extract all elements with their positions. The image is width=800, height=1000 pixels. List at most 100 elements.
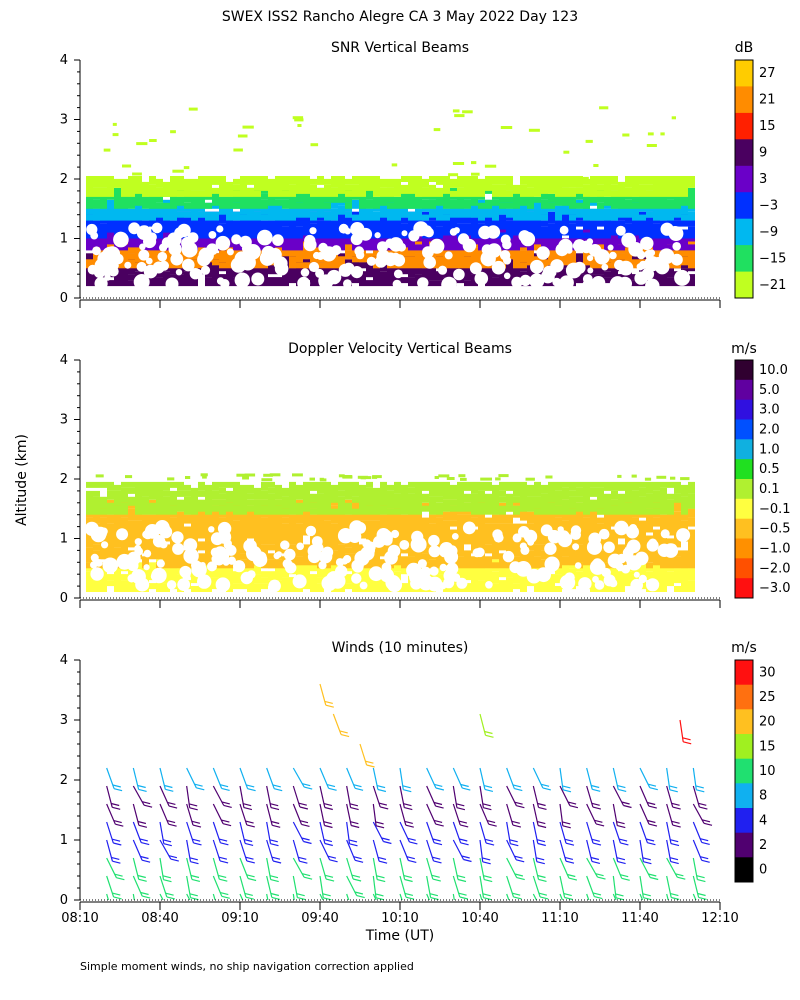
heatmap-cell <box>275 559 282 566</box>
missing-cell <box>175 269 183 276</box>
missing-cell <box>636 263 644 271</box>
heatmap-cell <box>163 181 170 188</box>
heatmap-cell <box>618 181 625 188</box>
heatmap-cell <box>289 268 296 275</box>
missing-cell <box>151 222 163 234</box>
heatmap-cell <box>646 184 653 191</box>
heatmap-cell <box>317 220 324 227</box>
heatmap-cell <box>261 544 268 551</box>
heatmap-cell <box>548 211 555 218</box>
plot-area <box>84 473 695 593</box>
heatmap-cell <box>282 226 289 233</box>
doppler-colorbar-unit: m/s <box>731 341 757 357</box>
heatmap-cell <box>618 244 625 251</box>
heatmap-cell <box>191 178 198 185</box>
heatmap-cell <box>478 202 485 209</box>
heatmap-cell <box>534 580 541 587</box>
colorbar-swatch <box>735 218 753 246</box>
heatmap-cell <box>464 223 471 230</box>
heatmap-cell <box>107 580 114 587</box>
heatmap-cell <box>366 280 373 287</box>
heatmap-cell <box>471 217 478 224</box>
heatmap-cell <box>611 176 618 182</box>
missing-cell <box>342 262 355 275</box>
heatmap-cell <box>128 253 135 260</box>
heatmap-cell <box>261 176 268 182</box>
heatmap-cell <box>275 176 282 182</box>
heatmap-cell <box>625 199 632 206</box>
missing-cell <box>111 262 119 270</box>
heatmap-cell <box>464 176 471 182</box>
colorbar-label: 21 <box>759 93 776 108</box>
missing-cell <box>582 278 596 293</box>
missing-data <box>86 221 691 293</box>
missing-cell <box>136 261 147 272</box>
heatmap-cell <box>296 176 303 182</box>
heatmap-cell <box>156 202 163 209</box>
heatmap-cell <box>114 178 121 185</box>
missing-cell <box>113 231 129 248</box>
heatmap-cell <box>562 176 569 182</box>
missing-cell <box>640 236 654 251</box>
heatmap-cell <box>128 280 135 287</box>
heatmap-cell <box>415 176 422 182</box>
sparse-echo <box>647 132 654 136</box>
heatmap-cell <box>674 568 681 575</box>
missing-cell <box>338 223 349 234</box>
heatmap-cell <box>352 586 359 592</box>
heatmap-cell <box>429 220 436 227</box>
heatmap-cell <box>569 187 576 194</box>
missing-cell <box>374 232 381 239</box>
missing-cell <box>423 256 437 269</box>
heatmap-cell <box>422 547 429 554</box>
heatmap-cell <box>653 176 660 182</box>
y-tick-label: 0 <box>60 291 68 306</box>
heatmap-cell <box>212 259 219 266</box>
heatmap-cell <box>380 559 387 566</box>
heatmap-cell <box>289 544 296 551</box>
heatmap-cell <box>429 184 436 191</box>
heatmap-cell <box>289 577 296 584</box>
heatmap-cell <box>674 586 681 592</box>
heatmap-cell <box>527 187 534 194</box>
heatmap-cell <box>317 238 324 245</box>
heatmap-cell <box>100 187 107 194</box>
heatmap-cell <box>464 583 471 590</box>
heatmap-cell <box>688 568 695 575</box>
missing-cell <box>257 229 273 246</box>
heatmap-cell <box>632 280 639 287</box>
heatmap-cell <box>345 190 352 197</box>
heatmap-cell <box>436 271 443 278</box>
heatmap-cell <box>338 241 345 248</box>
heatmap-cell <box>688 274 695 281</box>
heatmap-cell <box>499 196 506 203</box>
heatmap-cell <box>282 199 289 206</box>
heatmap-cell <box>450 583 457 590</box>
missing-cell <box>579 263 586 270</box>
heatmap-cell <box>184 217 191 224</box>
heatmap-cell <box>121 574 128 581</box>
colorbar-label: 9 <box>759 146 767 161</box>
heatmap-cell <box>254 229 261 236</box>
heatmap-cell <box>352 214 359 221</box>
heatmap-cell <box>282 556 289 563</box>
heatmap-cell <box>618 253 625 260</box>
missing-cell <box>304 234 316 247</box>
heatmap-cell <box>205 277 212 284</box>
sparse-echo <box>183 166 190 170</box>
heatmap-cell <box>156 187 163 194</box>
heatmap-cell <box>499 568 506 575</box>
missing-cell <box>216 225 224 233</box>
heatmap-cell <box>338 274 345 281</box>
heatmap-cell <box>345 547 352 554</box>
heatmap-cell <box>212 211 219 218</box>
heatmap-cell <box>184 271 191 278</box>
heatmap-cell <box>681 229 688 236</box>
heatmap-cell <box>527 181 534 188</box>
missing-cell <box>668 226 682 240</box>
missing-cell <box>143 264 158 279</box>
heatmap-cell <box>324 538 331 545</box>
missing-cell <box>350 233 363 246</box>
sparse-echo <box>452 109 460 113</box>
heatmap-cell <box>590 586 597 592</box>
